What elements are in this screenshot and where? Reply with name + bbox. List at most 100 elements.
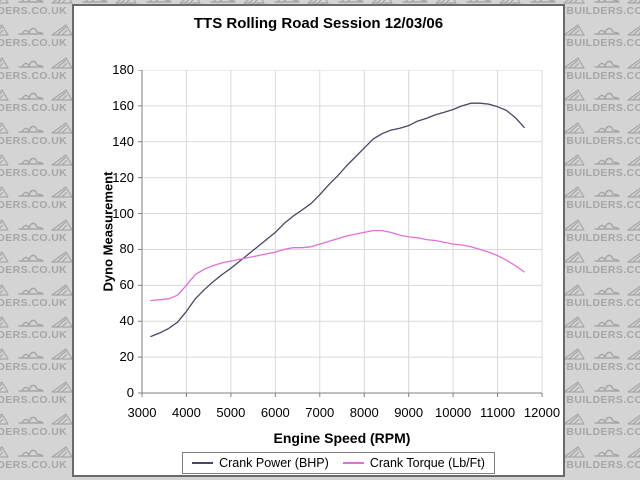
car-icon bbox=[594, 283, 620, 302]
chassis-icon bbox=[50, 56, 74, 75]
chassis-icon bbox=[562, 380, 586, 399]
y-tick-label: 100 bbox=[112, 205, 134, 221]
chassis-icon bbox=[114, 0, 138, 10]
x-tick-label: 7000 bbox=[305, 405, 335, 420]
car-icon bbox=[18, 153, 44, 172]
chassis-icon bbox=[50, 380, 74, 399]
car-icon bbox=[18, 121, 44, 140]
car-icon bbox=[594, 185, 620, 204]
chassis-icon bbox=[0, 121, 10, 140]
chassis-icon bbox=[626, 23, 640, 42]
y-tick-label: 40 bbox=[119, 313, 134, 329]
chassis-icon bbox=[562, 121, 586, 140]
y-tick-label: 140 bbox=[112, 133, 134, 149]
chassis-icon bbox=[50, 0, 74, 10]
chassis-icon bbox=[0, 380, 10, 399]
car-icon bbox=[594, 153, 620, 172]
x-tick-label: 12000 bbox=[523, 405, 561, 420]
chassis-icon bbox=[50, 121, 74, 140]
chassis-icon bbox=[370, 0, 394, 10]
car-icon bbox=[18, 0, 44, 10]
y-tick-label: 80 bbox=[119, 241, 134, 257]
y-tick-label: 20 bbox=[119, 349, 134, 365]
chassis-icon bbox=[0, 56, 10, 75]
car-icon bbox=[18, 445, 44, 464]
chassis-icon bbox=[50, 218, 74, 237]
car-icon bbox=[82, 0, 108, 10]
x-tick-label: 5000 bbox=[216, 405, 246, 420]
chart-panel: TTS Rolling Road Session 12/03/06 Dyno M… bbox=[72, 4, 565, 477]
y-tick-label: 120 bbox=[112, 169, 134, 185]
chassis-icon bbox=[0, 347, 10, 366]
car-icon bbox=[18, 412, 44, 431]
car-icon bbox=[594, 250, 620, 269]
car-icon bbox=[594, 412, 620, 431]
legend-label: Crank Power (BHP) bbox=[219, 456, 329, 470]
chassis-icon bbox=[626, 218, 640, 237]
chassis-icon bbox=[562, 250, 586, 269]
chart-title: TTS Rolling Road Session 12/03/06 bbox=[193, 15, 444, 32]
chassis-icon bbox=[562, 185, 586, 204]
x-tick-label: 4000 bbox=[171, 405, 201, 420]
legend-item-crank-torque: Crank Torque (Lb/Ft) bbox=[342, 456, 485, 470]
chassis-icon bbox=[626, 380, 640, 399]
power-line-swatch bbox=[192, 462, 214, 464]
chart-legend: Crank Power (BHP) Crank Torque (Lb/Ft) bbox=[182, 452, 495, 474]
chassis-icon bbox=[626, 347, 640, 366]
chassis-icon bbox=[50, 250, 74, 269]
chassis-icon bbox=[0, 23, 10, 42]
chassis-icon bbox=[0, 315, 10, 334]
x-axis-title: Engine Speed (RPM) bbox=[273, 430, 411, 446]
y-axis-title: Dyno Measurement bbox=[100, 171, 116, 292]
chassis-icon bbox=[178, 0, 202, 10]
chassis-icon bbox=[562, 347, 586, 366]
chassis-icon bbox=[0, 153, 10, 172]
chassis-icon bbox=[562, 0, 586, 10]
chassis-icon bbox=[50, 185, 74, 204]
chassis-icon bbox=[0, 88, 10, 107]
chassis-icon bbox=[626, 250, 640, 269]
x-tick-label: 9000 bbox=[394, 405, 424, 420]
car-icon bbox=[594, 56, 620, 75]
chassis-icon bbox=[626, 445, 640, 464]
car-icon bbox=[594, 0, 620, 10]
chassis-icon bbox=[50, 153, 74, 172]
chassis-icon bbox=[626, 88, 640, 107]
chassis-icon bbox=[242, 0, 266, 10]
car-icon bbox=[594, 315, 620, 334]
x-tick-label: 11000 bbox=[479, 405, 516, 420]
car-icon bbox=[594, 88, 620, 107]
x-tick-label: 8000 bbox=[349, 405, 379, 420]
x-tick-label: 3000 bbox=[127, 405, 157, 420]
plot-area bbox=[138, 70, 543, 397]
car-icon bbox=[18, 283, 44, 302]
car-icon bbox=[146, 0, 172, 10]
chassis-icon bbox=[50, 283, 74, 302]
chassis-icon bbox=[562, 23, 586, 42]
car-icon bbox=[18, 218, 44, 237]
chassis-icon bbox=[50, 88, 74, 107]
car-icon bbox=[594, 445, 620, 464]
chassis-icon bbox=[562, 88, 586, 107]
car-icon bbox=[18, 23, 44, 42]
chassis-icon bbox=[0, 445, 10, 464]
car-icon bbox=[402, 0, 428, 10]
chassis-icon bbox=[0, 250, 10, 269]
chassis-icon bbox=[626, 121, 640, 140]
car-icon bbox=[18, 315, 44, 334]
car-icon bbox=[594, 380, 620, 399]
chassis-icon bbox=[626, 56, 640, 75]
chassis-icon bbox=[50, 315, 74, 334]
car-icon bbox=[338, 0, 364, 10]
car-icon bbox=[18, 347, 44, 366]
chassis-icon bbox=[0, 218, 10, 237]
car-icon bbox=[594, 23, 620, 42]
chassis-icon bbox=[50, 347, 74, 366]
chassis-icon bbox=[498, 0, 522, 10]
y-tick-label: 0 bbox=[126, 385, 134, 400]
chassis-icon bbox=[626, 315, 640, 334]
car-icon bbox=[18, 88, 44, 107]
legend-label: Crank Torque (Lb/Ft) bbox=[369, 456, 485, 470]
chassis-icon bbox=[626, 283, 640, 302]
